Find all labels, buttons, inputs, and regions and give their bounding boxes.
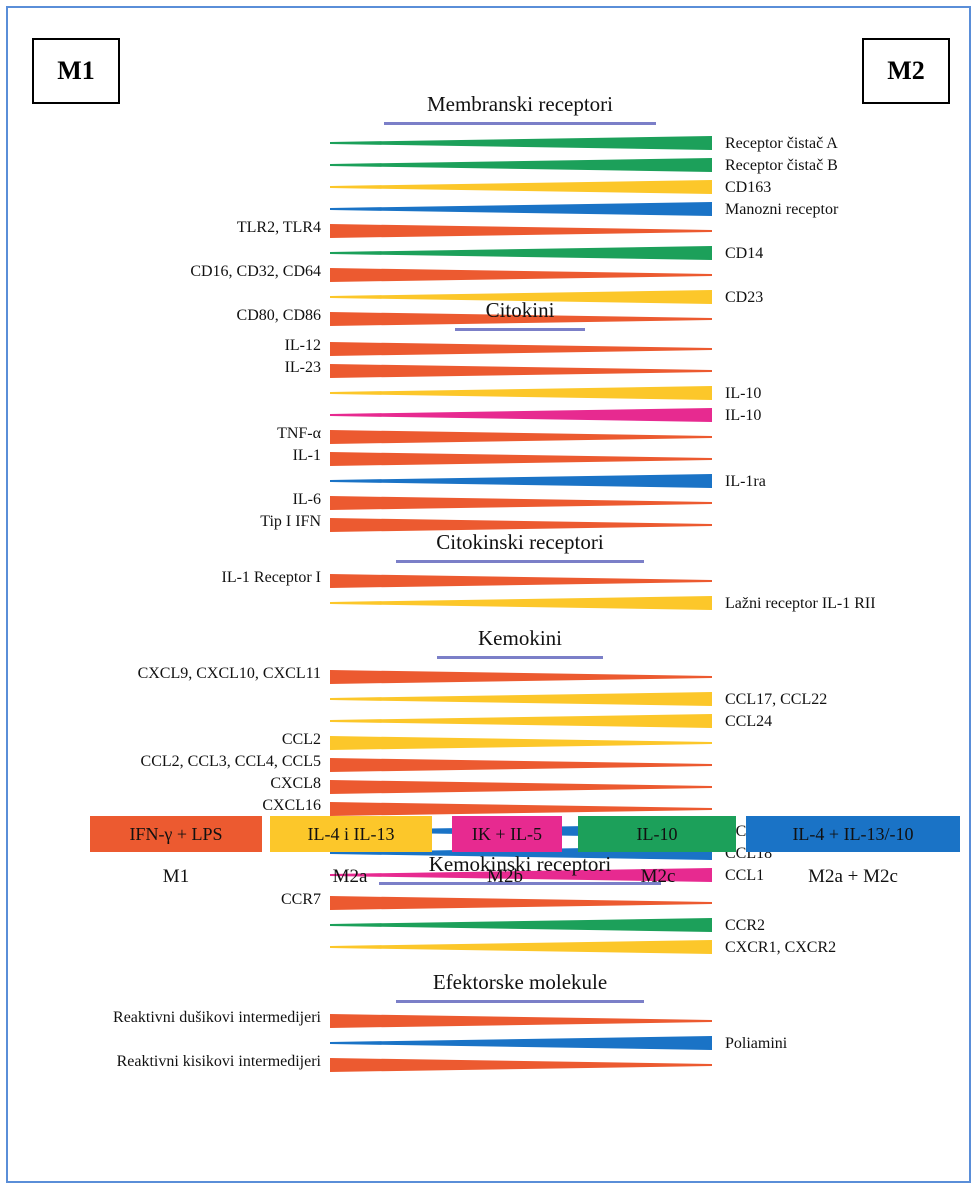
bar-label-right: IL-10: [725, 407, 762, 424]
bar-label-right: IL-1ra: [725, 473, 766, 490]
gradient-bar: [330, 268, 712, 282]
gradient-bar: [330, 158, 712, 172]
bar-label-left: Reaktivni dušikovi intermedijeri: [113, 1009, 321, 1026]
gradient-bar: [330, 430, 712, 444]
gradient-bar: [330, 202, 712, 216]
legend-swatch: IFN-γ + LPS: [90, 816, 262, 852]
legend-caption: M2c: [640, 866, 676, 887]
legend-caption: M2a + M2c: [808, 866, 898, 887]
bar-label-right: CD14: [725, 245, 764, 262]
bar-label-left: CCL2: [281, 731, 321, 748]
gradient-bar: [330, 474, 712, 488]
bar-label-left: TNF-α: [277, 425, 321, 442]
gradient-bar: [330, 518, 712, 532]
gradient-bar: [330, 180, 712, 194]
bar-label-left: CCL2, CCL3, CCL4, CCL5: [140, 753, 321, 770]
gradient-bar: [330, 736, 712, 750]
gradient-bar: [330, 1058, 712, 1072]
legend-caption: M1: [162, 866, 190, 887]
section-underline: [437, 656, 603, 659]
gradient-bar: [330, 136, 712, 150]
gradient-bar: [330, 574, 712, 588]
bar-label-right: CCL24: [725, 713, 773, 730]
gradient-bar: [330, 940, 712, 954]
bar-label-left: TLR2, TLR4: [236, 219, 321, 236]
bar-label-right: Lažni receptor IL-1 RII: [725, 595, 876, 612]
gradient-bar: [330, 408, 712, 422]
gradient-bar: [330, 364, 712, 378]
section-title: Kemokinski receptori: [428, 852, 612, 876]
section-title: Kemokini: [478, 626, 562, 650]
bar-label-right: Manozni receptor: [725, 201, 839, 218]
bar-label-left: IL-1: [292, 447, 321, 464]
bar-label-right: CXCR1, CXCR2: [725, 939, 837, 956]
gradient-bar: [330, 290, 712, 304]
bar-label-left: IL-6: [292, 491, 321, 508]
gradient-bar: [330, 1036, 712, 1050]
gradient-bar: [330, 452, 712, 466]
gradient-bar: [330, 896, 712, 910]
legend-swatch: IL-10: [578, 816, 736, 852]
legend-caption: M2a: [332, 866, 368, 887]
bar-label-right: CCL17, CCL22: [725, 691, 828, 708]
gradient-bar: [330, 714, 712, 728]
bar-label-right: Poliamini: [725, 1035, 788, 1052]
section-underline: [396, 560, 644, 563]
section-title: Membranski receptori: [426, 92, 614, 116]
legend-swatch: IK + IL-5: [452, 816, 562, 852]
section-title: Citokinski receptori: [436, 530, 604, 554]
section-underline: [384, 122, 656, 125]
m1-corner-label: M1: [32, 38, 120, 104]
bar-label-right: Receptor čistač B: [725, 157, 838, 174]
section-underline: [396, 1000, 644, 1003]
gradient-bar: [330, 224, 712, 238]
bar-label-left: CXCL8: [270, 775, 321, 792]
bar-label-left: CD16, CD32, CD64: [190, 263, 321, 280]
legend-swatch: IL-4 i IL-13: [270, 816, 432, 852]
section-title: Citokini: [485, 298, 555, 322]
bar-label-right: CD23: [725, 289, 764, 306]
bar-label-right: CCR2: [725, 917, 766, 934]
bar-label-right: CCL1: [725, 867, 765, 884]
section-underline: [379, 882, 661, 885]
bar-label-left: IL-23: [284, 359, 321, 376]
gradient-bar: [330, 670, 712, 684]
gradient-bar: [330, 802, 712, 816]
bar-label-left: CD80, CD86: [236, 307, 321, 324]
legend-swatch: IL-4 + IL-13/-10: [746, 816, 960, 852]
bar-label-right: CD163: [725, 179, 772, 196]
gradient-bar: [330, 692, 712, 706]
section-title: Efektorske molekule: [432, 970, 608, 994]
bar-label-left: CCR7: [280, 891, 321, 908]
bar-label-right: Receptor čistač A: [725, 135, 838, 152]
bar-label-left: Reaktivni kisikovi intermedijeri: [116, 1053, 321, 1070]
bar-label-left: Tip I IFN: [260, 513, 321, 530]
bar-label-left: IL-12: [284, 337, 321, 354]
bar-label-left: IL-1 Receptor I: [221, 569, 321, 586]
gradient-bar: [330, 312, 712, 326]
gradient-bar: [330, 342, 712, 356]
m2-corner-label: M2: [862, 38, 950, 104]
diagram-frame: [6, 6, 971, 1183]
legend-caption: M2b: [487, 866, 523, 887]
gradient-bar: [330, 1014, 712, 1028]
gradient-bar: [330, 386, 712, 400]
section-underline: [455, 328, 585, 331]
gradient-bar: [330, 868, 712, 882]
bar-label-left: CXCL9, CXCL10, CXCL11: [137, 665, 321, 682]
gradient-bar: [330, 918, 712, 932]
gradient-bar: [330, 758, 712, 772]
gradient-bar: [330, 596, 712, 610]
gradient-bar: [330, 780, 712, 794]
gradient-bar: [330, 246, 712, 260]
bar-label-right: IL-10: [725, 385, 762, 402]
bar-label-left: CXCL16: [262, 797, 321, 814]
gradient-bar: [330, 496, 712, 510]
